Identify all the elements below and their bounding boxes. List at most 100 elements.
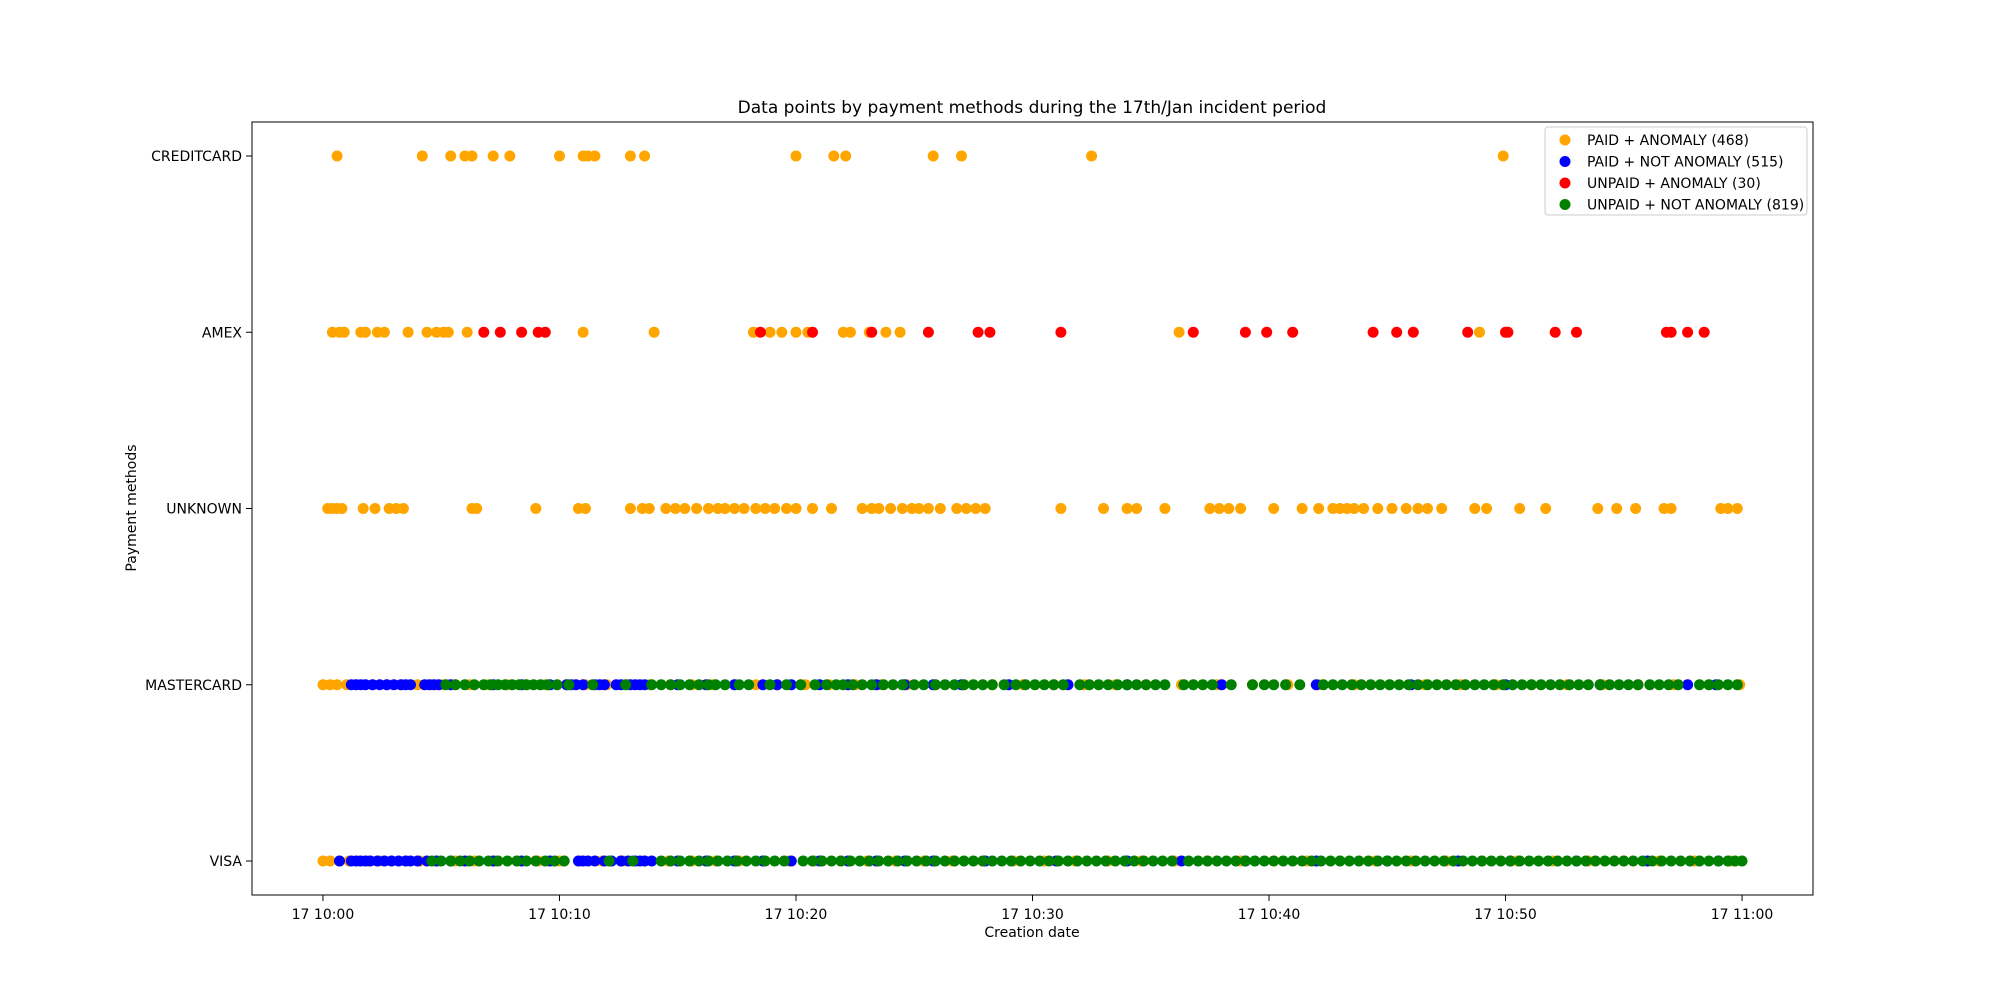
- data-point: [1213, 503, 1225, 514]
- data-point: [918, 679, 930, 691]
- legend-marker: [1559, 134, 1571, 146]
- data-point: [1159, 679, 1171, 691]
- data-point: [1422, 679, 1433, 691]
- data-point: [873, 503, 885, 514]
- data-point: [1497, 679, 1509, 691]
- data-point: [624, 503, 636, 514]
- data-point: [1618, 855, 1630, 867]
- data-point: [1166, 855, 1178, 867]
- data-point: [927, 150, 939, 162]
- data-point: [1535, 679, 1547, 691]
- data-point: [603, 855, 615, 867]
- data-point: [1202, 855, 1213, 867]
- data-point: [1055, 326, 1067, 338]
- data-point: [1582, 679, 1594, 691]
- data-point: [421, 326, 433, 338]
- data-point: [1034, 855, 1046, 867]
- data-point: [759, 855, 771, 867]
- data-point: [1694, 679, 1705, 691]
- data-point: [1571, 855, 1582, 867]
- data-point: [1043, 855, 1055, 867]
- y-tick-label: AMEX: [202, 325, 243, 341]
- data-point: [967, 855, 979, 867]
- data-point: [1121, 679, 1133, 691]
- data-point: [494, 326, 506, 338]
- data-point: [1448, 855, 1459, 867]
- data-point: [577, 326, 589, 338]
- data-point: [501, 855, 513, 867]
- data-point: [442, 326, 454, 338]
- data-point: [710, 679, 722, 691]
- data-point: [873, 855, 885, 867]
- data-point: [402, 326, 414, 338]
- data-point: [922, 503, 934, 514]
- data-point: [738, 503, 750, 514]
- data-point: [1183, 855, 1195, 867]
- data-point: [331, 150, 343, 162]
- data-point: [790, 150, 802, 162]
- data-point: [1138, 855, 1150, 867]
- data-point: [1599, 855, 1611, 867]
- y-tick-label: VISA: [210, 854, 243, 870]
- x-axis: 17 10:00 17 10:10 17 10:20 17 10:30 17 10:40…: [292, 895, 1773, 923]
- data-point: [1400, 855, 1412, 867]
- data-point: [655, 679, 667, 691]
- data-point: [405, 679, 416, 691]
- data-point: [1119, 855, 1131, 867]
- data-point: [1665, 855, 1677, 867]
- data-point: [934, 503, 946, 514]
- data-point: [324, 855, 336, 867]
- data-point: [719, 679, 731, 691]
- data-point: [1682, 679, 1694, 691]
- data-point: [1206, 679, 1218, 691]
- legend-marker: [1559, 199, 1571, 210]
- data-point: [669, 503, 681, 514]
- data-point: [863, 855, 875, 867]
- data-point: [1694, 855, 1705, 867]
- data-point: [449, 679, 461, 691]
- data-point: [1029, 679, 1041, 691]
- data-point: [1436, 503, 1448, 514]
- data-point: [1665, 503, 1677, 514]
- data-point: [1502, 326, 1514, 338]
- data-point: [743, 679, 755, 691]
- data-point: [1258, 679, 1270, 691]
- data-point: [369, 503, 381, 514]
- data-point: [397, 503, 409, 514]
- data-point: [549, 855, 561, 867]
- data-point: [1192, 855, 1204, 867]
- data-point: [1261, 326, 1273, 338]
- data-point: [691, 503, 703, 514]
- series-2: [478, 326, 1710, 338]
- data-point: [1613, 679, 1625, 691]
- data-point: [1121, 503, 1133, 514]
- data-point: [1542, 855, 1554, 867]
- data-point: [1589, 855, 1601, 867]
- points-layer: [317, 150, 1748, 867]
- data-point: [949, 855, 960, 867]
- legend-label: UNPAID + ANOMALY (30): [1587, 176, 1761, 192]
- data-point: [1147, 855, 1159, 867]
- data-point: [1150, 679, 1161, 691]
- data-point: [1019, 679, 1031, 691]
- data-point: [1488, 679, 1500, 691]
- data-point: [1355, 679, 1367, 691]
- data-point: [1554, 679, 1566, 691]
- data-point: [1526, 679, 1537, 691]
- data-point: [1507, 679, 1519, 691]
- data-point: [1623, 679, 1634, 691]
- legend-label: PAID + NOT ANOMALY (515): [1587, 155, 1783, 171]
- data-point: [655, 855, 667, 867]
- data-point: [930, 679, 941, 691]
- data-point: [1516, 679, 1528, 691]
- data-point: [1563, 679, 1575, 691]
- data-point: [539, 326, 551, 338]
- data-point: [1005, 855, 1017, 867]
- data-point: [712, 855, 724, 867]
- data-point: [1102, 679, 1114, 691]
- data-point: [1353, 855, 1365, 867]
- x-tick-label: 17 10:00: [292, 907, 355, 923]
- data-point: [1469, 503, 1481, 514]
- data-point: [416, 150, 428, 162]
